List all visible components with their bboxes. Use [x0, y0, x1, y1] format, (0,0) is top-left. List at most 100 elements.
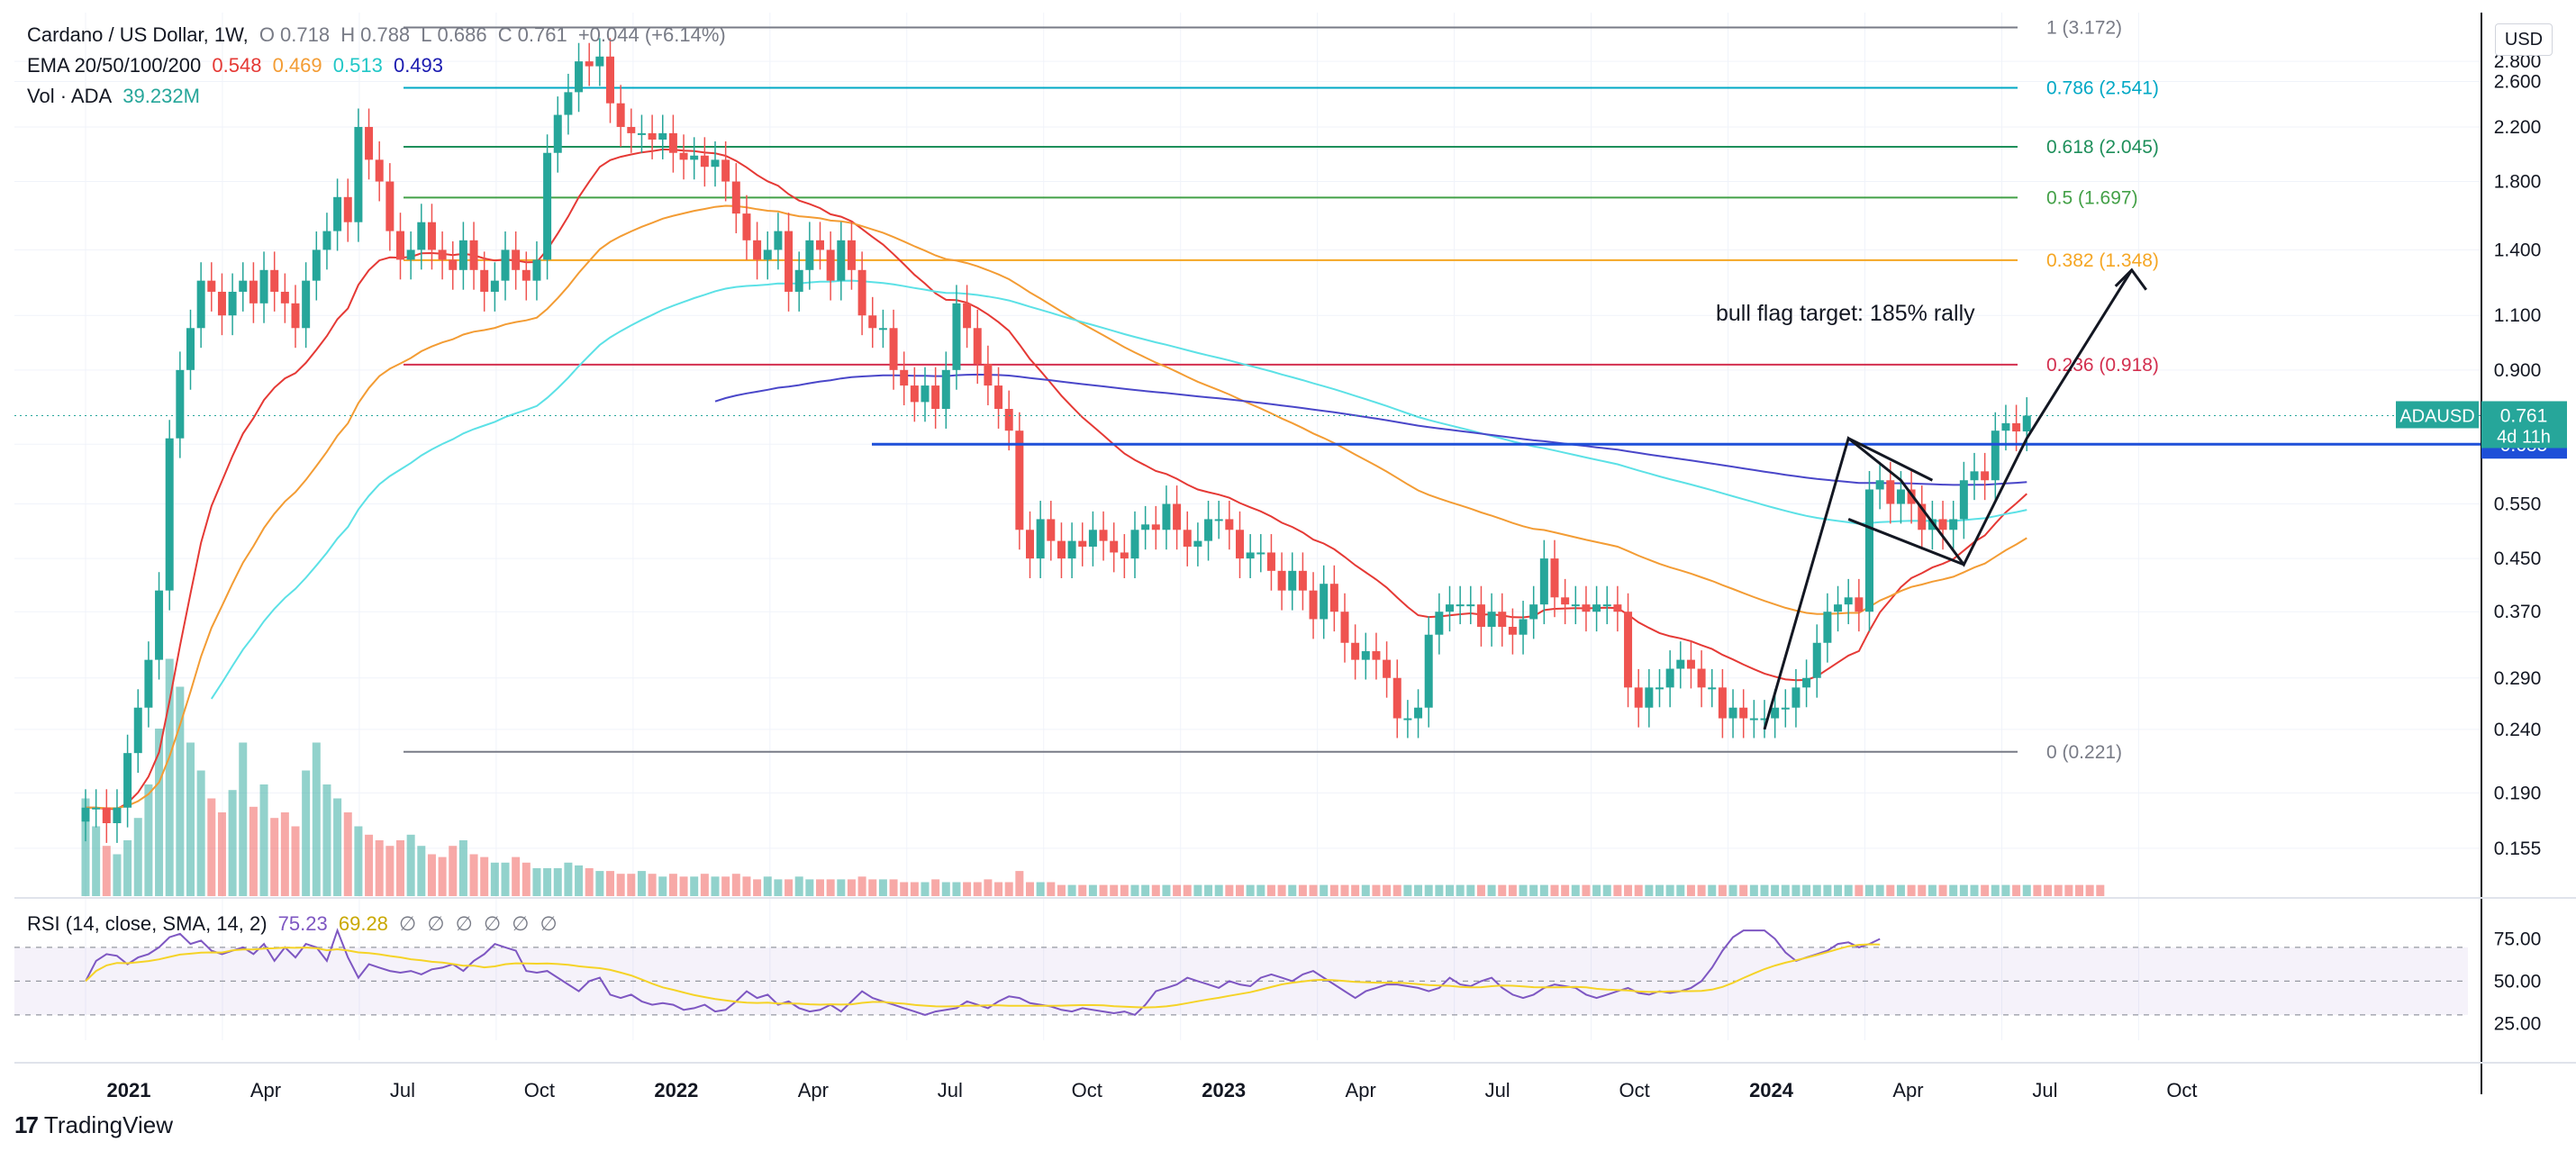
- volume-bar: [700, 874, 709, 896]
- candle-body: [1099, 530, 1108, 541]
- candle-body: [1834, 604, 1843, 612]
- volume-bar: [1665, 884, 1674, 896]
- volume-bar: [721, 876, 730, 896]
- candle-body: [1466, 604, 1475, 607]
- candle-body: [1686, 659, 1695, 669]
- volume-bar: [1151, 884, 1160, 896]
- volume-bar: [785, 879, 794, 896]
- volume-bar: [668, 874, 677, 896]
- candle-body: [438, 249, 447, 260]
- candle-body: [1613, 604, 1622, 612]
- candle-body: [302, 280, 311, 329]
- rsi-na-icon: ∅: [427, 912, 445, 935]
- volume-bar: [92, 826, 101, 896]
- candle-body: [196, 280, 205, 329]
- volume-bar: [1708, 884, 1717, 896]
- volume-bar: [217, 812, 226, 896]
- candle-body: [1036, 519, 1045, 559]
- time-tick-label: Oct: [1619, 1079, 1649, 1101]
- fibonacci-levels[interactable]: 1 (3.172) 0.786 (2.541) 0.618 (2.045) 0.5 (…: [404, 17, 2159, 763]
- volume-bar: [1823, 884, 1832, 896]
- volume-bar: [2012, 884, 2021, 896]
- volume-bar: [1624, 884, 1633, 896]
- open-label: O: [259, 23, 276, 46]
- high-label: H: [340, 23, 356, 46]
- candle-body: [952, 303, 961, 370]
- candle-body: [878, 328, 887, 331]
- candle-body: [742, 213, 751, 240]
- price-tick-label: 0.155: [2494, 838, 2542, 859]
- volume-bar: [837, 879, 846, 896]
- volume-bar: [1214, 884, 1223, 896]
- candle-body: [280, 291, 289, 304]
- volume-bar: [322, 784, 331, 896]
- price-tick-label: 0.550: [2494, 494, 2542, 515]
- candle-body: [973, 328, 982, 365]
- candle-body: [1476, 604, 1485, 627]
- volume-bar: [742, 876, 751, 896]
- candle-body: [606, 56, 614, 104]
- volume-bar: [228, 790, 237, 896]
- candle-body: [1015, 430, 1024, 530]
- candle-body: [616, 103, 625, 127]
- candle-body: [385, 181, 395, 231]
- rsi-tick-label: 25.00: [2494, 1013, 2542, 1034]
- tradingview-logo-icon: 17: [14, 1111, 39, 1138]
- rsi-na-icon: ∅: [512, 912, 530, 935]
- volume-bar: [921, 882, 930, 896]
- ema-label: EMA 20/50/100/200: [27, 54, 202, 77]
- volume-bar: [1141, 884, 1150, 896]
- candle-body: [1236, 530, 1244, 559]
- volume-bar: [490, 862, 499, 896]
- time-tick-label: Jul: [390, 1079, 415, 1101]
- candle-body: [679, 152, 688, 160]
- candle-body: [785, 231, 794, 292]
- candle-body: [627, 126, 636, 133]
- volume-bar: [1812, 884, 1821, 896]
- candle-body: [1361, 651, 1370, 660]
- candle-body: [176, 369, 185, 439]
- ema-50-line: [86, 204, 2027, 810]
- volume-bar: [280, 812, 289, 896]
- change-value: +0.044 (+6.14%): [577, 23, 726, 46]
- volume-bar: [1047, 882, 1056, 896]
- candle-body: [1456, 604, 1465, 607]
- candle-body: [270, 269, 279, 292]
- volume-bar: [469, 854, 478, 896]
- candle-body: [1781, 707, 1790, 710]
- tradingview-logo[interactable]: 17 TradingView: [14, 1111, 173, 1139]
- ema20-value: 0.548: [212, 54, 262, 77]
- trend-drawings[interactable]: bull flag target: 185% rally: [14, 267, 2481, 730]
- volume-bar: [910, 882, 919, 896]
- price-tick-label: 2.800: [2494, 51, 2542, 72]
- candle-body: [564, 92, 573, 115]
- volume-bar: [595, 871, 604, 896]
- fib-level-label: 0.236 (0.918): [2046, 355, 2159, 376]
- candle-body: [239, 280, 248, 292]
- candle-body: [1225, 519, 1234, 530]
- candle-body: [480, 269, 489, 292]
- volume-bar: [1676, 884, 1685, 896]
- candle-body: [1718, 687, 1727, 719]
- brand-name: TradingView: [43, 1111, 173, 1138]
- candle-body: [889, 328, 898, 370]
- volume-bar: [1875, 884, 1884, 896]
- currency-button[interactable]: USD: [2495, 23, 2553, 56]
- candle-body: [1214, 519, 1223, 521]
- candle-body: [449, 259, 458, 270]
- candle-body: [1088, 530, 1097, 547]
- volume-bar: [1487, 884, 1496, 896]
- candle-body: [1057, 540, 1066, 559]
- volume-bar: [805, 879, 814, 896]
- fib-level-label: 0.5 (1.697): [2046, 187, 2138, 208]
- ema200-value: 0.493: [393, 54, 444, 77]
- time-tick-label: Apr: [798, 1079, 829, 1101]
- volume-bar: [1918, 884, 1927, 896]
- volume-bar: [627, 874, 636, 896]
- volume-bar: [1183, 884, 1192, 896]
- volume-bar: [1067, 884, 1076, 896]
- candle-body: [1204, 519, 1213, 541]
- candle-body: [469, 240, 478, 270]
- price-tick-label: 1.400: [2494, 240, 2542, 260]
